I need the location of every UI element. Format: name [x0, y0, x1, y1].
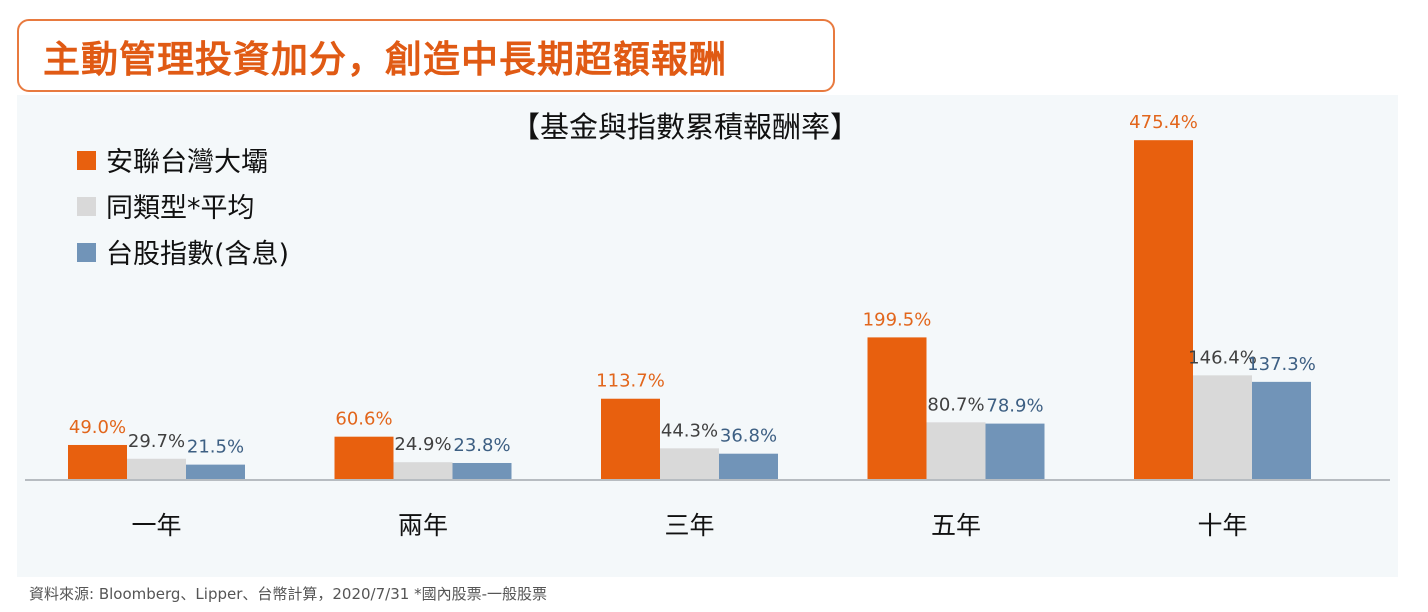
bar-3-1: [186, 464, 245, 480]
value-label-1-3: 113.7%: [596, 371, 665, 392]
value-label-2-3: 44.3%: [661, 420, 718, 441]
bar-2-5: [1193, 375, 1252, 480]
bar-2-1: [127, 458, 186, 480]
category-label-1: 一年: [131, 511, 181, 540]
value-label-3-4: 78.9%: [986, 396, 1043, 417]
bar-1-3: [601, 398, 660, 480]
value-label-2-1: 29.7%: [128, 431, 185, 452]
bar-1-4: [867, 337, 927, 480]
bar-3-4: [985, 423, 1045, 480]
legend-swatch-2: [77, 197, 96, 216]
bar-1-5: [1134, 140, 1193, 480]
bar-2-3: [660, 448, 719, 480]
bar-2-4: [926, 422, 986, 480]
x-axis-labels: 一年 兩年 三年 五年 十年: [131, 511, 1247, 540]
value-label-3-3: 36.8%: [720, 426, 777, 447]
value-label-1-4: 199.5%: [863, 309, 932, 330]
legend-swatch-3: [77, 243, 96, 262]
legend-label-3: 台股指數(含息): [106, 239, 289, 270]
chart-title: 【基金與指數累積報酬率】: [511, 110, 859, 144]
bar-3-5: [1252, 381, 1311, 480]
bar-1-2: [334, 436, 394, 480]
legend-label-2: 同類型*平均: [106, 193, 255, 224]
value-label-2-5: 146.4%: [1188, 347, 1257, 368]
category-label-5: 十年: [1197, 511, 1247, 540]
value-label-1-1: 49.0%: [69, 417, 126, 438]
bar-3-2: [452, 462, 512, 480]
bar-1-1: [68, 444, 127, 480]
bar-group: [68, 140, 1311, 480]
bar-3-3: [719, 453, 778, 480]
value-label-2-4: 80.7%: [927, 394, 984, 415]
value-label-1-2: 60.6%: [335, 409, 392, 430]
category-label-2: 兩年: [398, 511, 448, 540]
legend-label-1: 安聯台灣大壩: [106, 147, 268, 178]
value-label-3-2: 23.8%: [453, 435, 510, 456]
source-note: 資料來源: Bloomberg、Lipper、台幣計算，2020/7/31 *國…: [29, 585, 547, 603]
headline-box: 主動管理投資加分，創造中長期超額報酬: [17, 19, 835, 92]
value-label-2-2: 24.9%: [394, 434, 451, 455]
value-label-3-5: 137.3%: [1247, 354, 1316, 375]
headline: 主動管理投資加分，創造中長期超額報酬: [43, 37, 727, 81]
legend-swatch-1: [77, 151, 96, 170]
category-label-4: 五年: [931, 511, 981, 540]
category-label-3: 三年: [664, 511, 714, 540]
value-label-1-5: 475.4%: [1129, 112, 1198, 133]
chart-panel: 【基金與指數累積報酬率】 安聯台灣大壩 同類型*平均 台股指數(含息) 49.0% 2…: [17, 95, 1398, 577]
bar-2-2: [393, 462, 453, 480]
value-label-3-1: 21.5%: [187, 437, 244, 458]
data-labels: 49.0%29.7% 21.5% 60.6%24.9% 23.8% 113.7% 44.3…: [69, 112, 1316, 457]
